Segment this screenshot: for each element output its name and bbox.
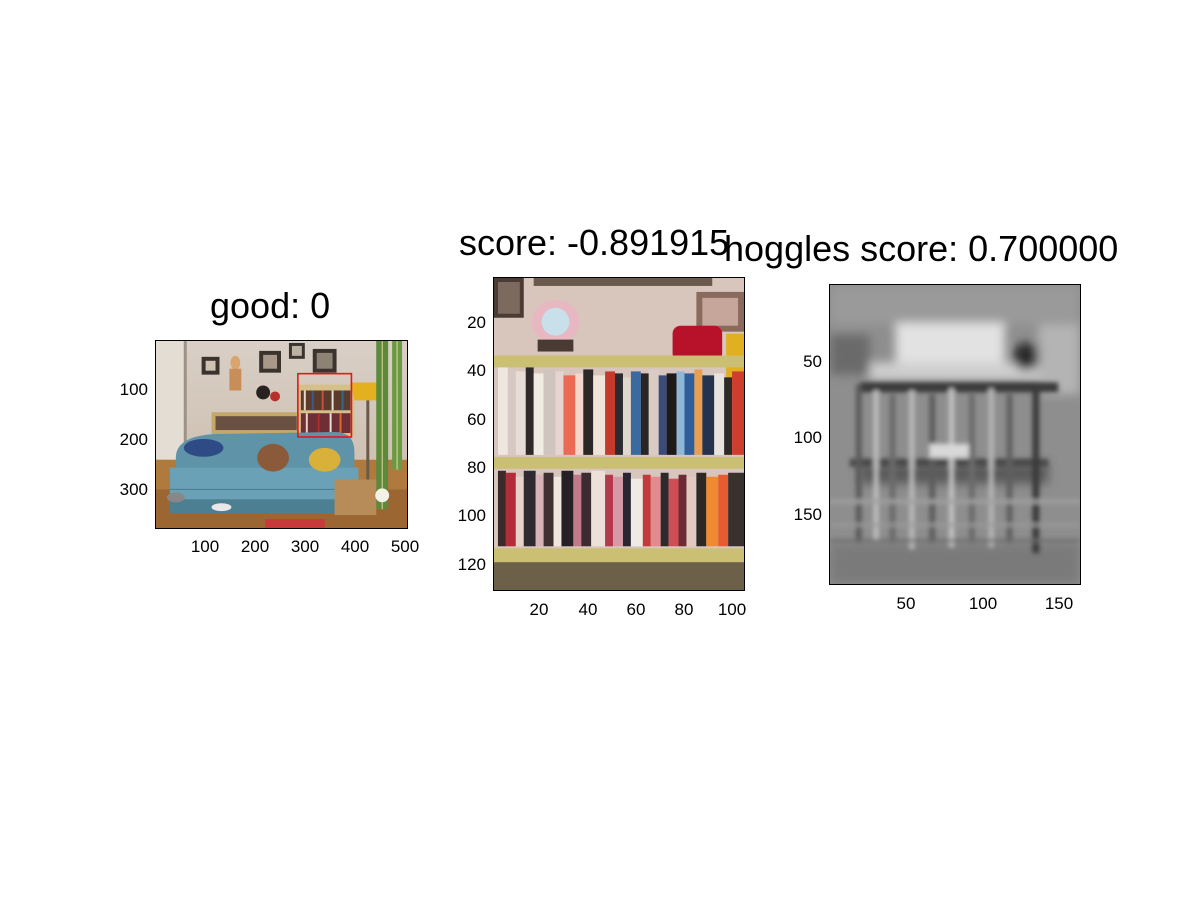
- panel1-ytick: 200: [119, 430, 148, 449]
- panel1-xtick: 300: [290, 537, 320, 556]
- panel3-xtick: 100: [968, 594, 998, 613]
- panel1-image-axes: [155, 340, 408, 529]
- panel2-ytick: 20: [467, 313, 486, 332]
- panel1-title: good: 0: [210, 285, 331, 326]
- panel2-xtick: 80: [674, 600, 694, 619]
- panel2-ytick: 40: [467, 361, 486, 380]
- panel1-xtick: 500: [390, 537, 420, 556]
- panel3-xtick: 50: [896, 594, 916, 613]
- hoggles-grayscale-reconstruction: [830, 285, 1080, 584]
- panel2-title: score: -0.891915: [459, 222, 730, 263]
- panel1-xtick: 200: [240, 537, 270, 556]
- panel1-ytick: 100: [119, 380, 148, 399]
- panel3-xtick: 150: [1044, 594, 1074, 613]
- panel2-image-axes: [493, 277, 745, 591]
- panel2-xtick: 100: [717, 600, 747, 619]
- panel1-xtick: 400: [340, 537, 370, 556]
- panel2-xtick: 40: [578, 600, 598, 619]
- panel3-ytick: 150: [793, 505, 822, 524]
- panel1-xtick: 100: [190, 537, 220, 556]
- panel2-ytick: 80: [467, 458, 486, 477]
- panel3-title: hoggles score: 0.700000: [724, 228, 1119, 269]
- detection-box: [297, 372, 353, 438]
- panel1-ytick: 300: [119, 480, 148, 499]
- bookshelf-crop: [494, 278, 744, 590]
- panel2-ytick: 100: [457, 506, 486, 525]
- panel3-ytick: 50: [803, 352, 822, 371]
- panel3-image-axes: [829, 284, 1081, 585]
- panel2-ytick: 120: [457, 555, 486, 574]
- panel3-ytick: 100: [793, 428, 822, 447]
- panel2-xtick: 60: [626, 600, 646, 619]
- panel2-xtick: 20: [529, 600, 549, 619]
- living-room-photo: [156, 341, 407, 528]
- panel2-ytick: 60: [467, 410, 486, 429]
